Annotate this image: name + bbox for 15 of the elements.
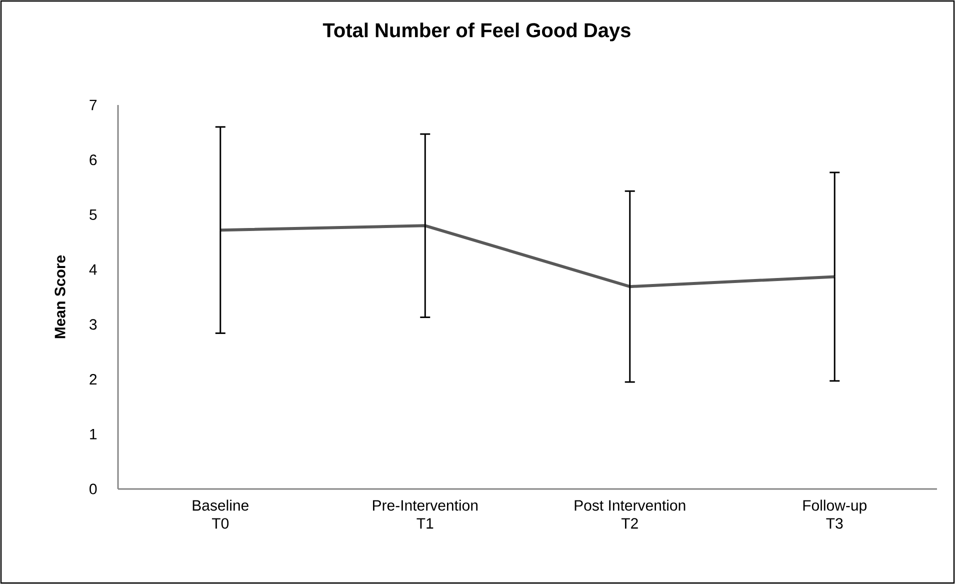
line-series — [218, 224, 836, 288]
y-axis-title: Mean Score — [54, 255, 66, 338]
y-tick-label: 7 — [90, 100, 97, 110]
x-tick-label: Baseline T0 — [192, 500, 248, 529]
y-tick-label: 6 — [90, 154, 97, 166]
y-tick-label: 4 — [89, 264, 97, 275]
x-tick-label: Follow-up T3 — [803, 500, 866, 529]
y-tick-label: 3 — [90, 319, 97, 330]
y-tick-label: 5 — [90, 209, 97, 220]
y-tick-label: 0 — [90, 484, 97, 494]
chart-title: Total Number of Feel Good Days — [322, 22, 630, 42]
y-tick-label: 1 — [90, 428, 97, 440]
x-tick-label: Post Intervention T2 — [574, 500, 686, 529]
x-tick-label: Pre-Intervention T1 — [373, 500, 478, 529]
y-tick-label: 2 — [90, 374, 97, 385]
